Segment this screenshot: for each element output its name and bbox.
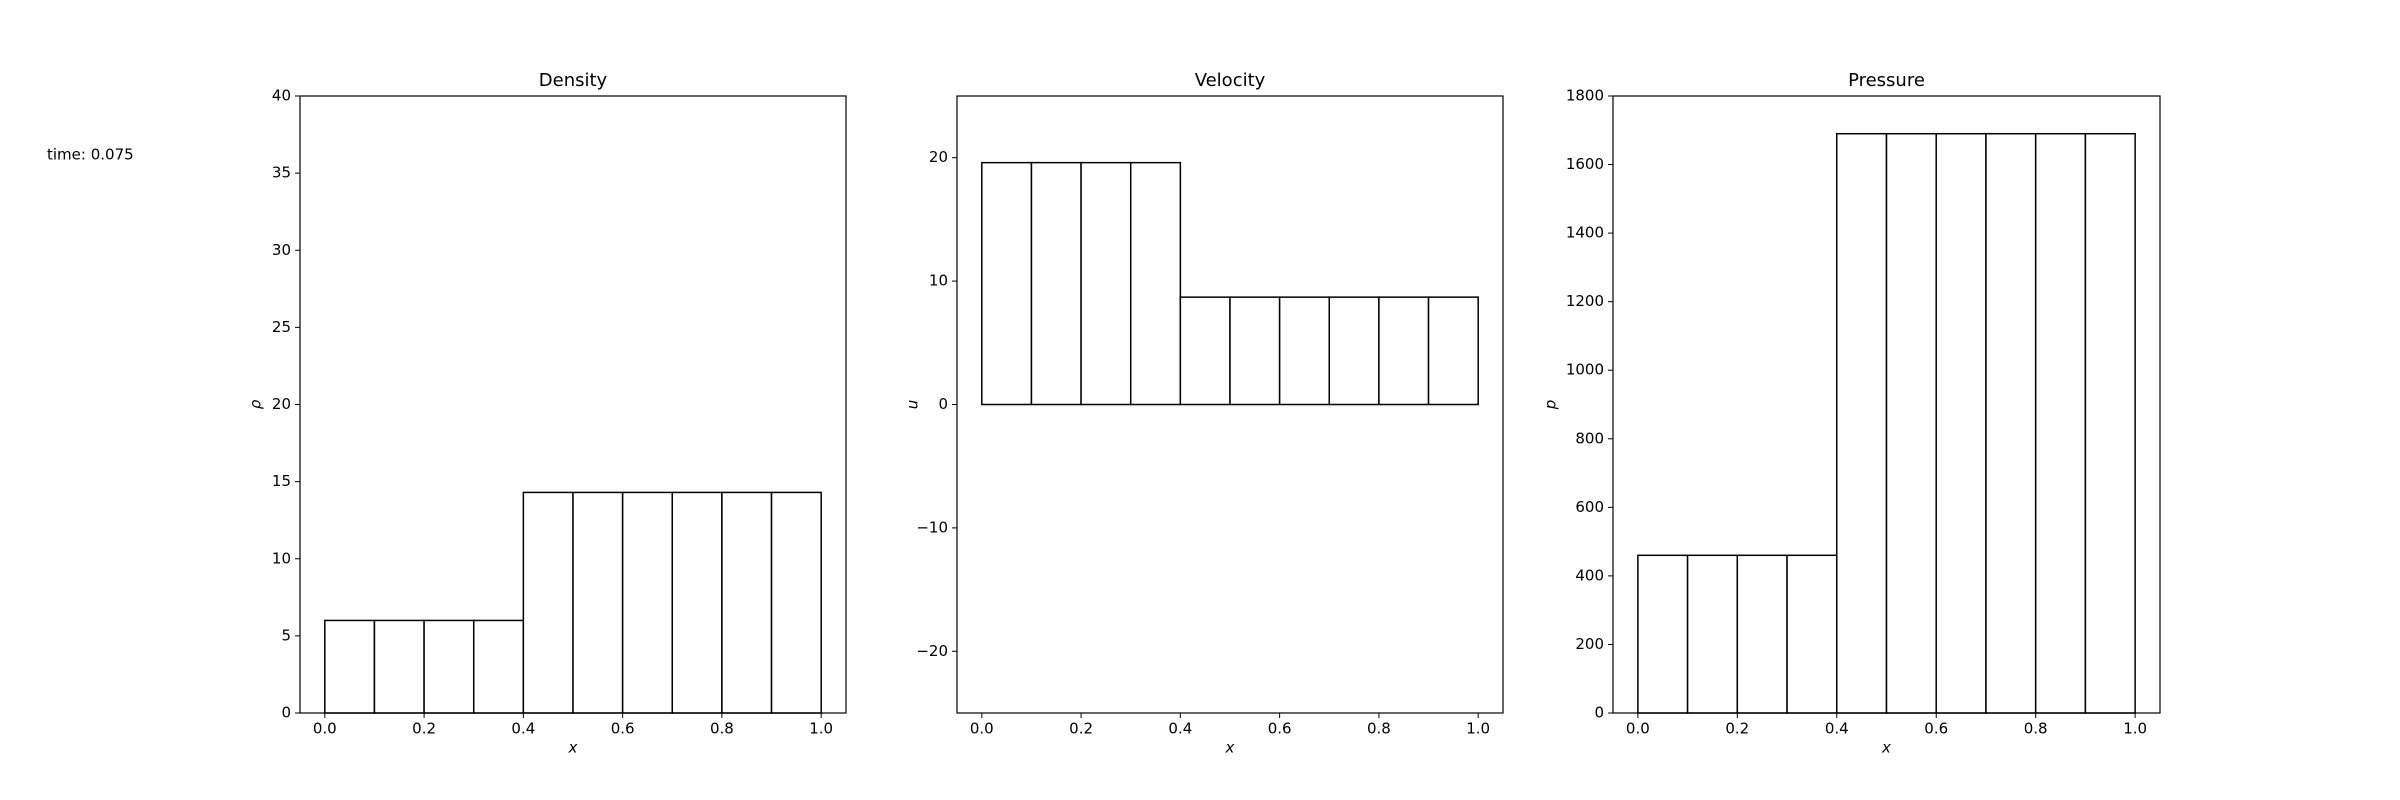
time-annotation: time: 0.075 [47, 146, 134, 164]
y-tick-label: 10 [272, 549, 291, 567]
x-tick-label: 1.0 [1466, 720, 1490, 738]
y-tick-label: 5 [281, 626, 291, 644]
y-tick-label: 15 [272, 472, 291, 490]
x-tick-label: 0.8 [710, 720, 734, 738]
bar [721, 491, 773, 714]
bar [423, 619, 475, 714]
y-tick-label: 20 [929, 148, 948, 166]
chart-title: Density [539, 70, 608, 91]
x-tick-label: 1.0 [809, 720, 833, 738]
y-tick-label: 400 [1575, 566, 1604, 584]
y-tick-label: 0 [938, 395, 948, 413]
y-tick-label: 600 [1575, 498, 1604, 516]
x-tick-label: 1.0 [2123, 720, 2147, 738]
x-tick-label: 0.2 [1069, 720, 1093, 738]
bar [1885, 132, 1937, 714]
x-axis-label: x [1225, 739, 1235, 757]
x-tick-label: 0.0 [1626, 720, 1650, 738]
y-tick-label: 10 [929, 272, 948, 290]
y-tick-label: 800 [1575, 429, 1604, 447]
x-tick-label: 0.2 [1725, 720, 1749, 738]
y-tick-label: 0 [281, 704, 291, 722]
y-axis-label: p [1542, 400, 1560, 411]
x-tick-label: 0.4 [1825, 720, 1849, 738]
bar [671, 491, 723, 714]
bar [522, 491, 574, 714]
y-tick-label: 30 [272, 241, 291, 259]
bar [373, 619, 425, 714]
y-tick-label: 1600 [1566, 155, 1604, 173]
chart-title: Pressure [1848, 70, 1925, 91]
y-tick-label: 40 [272, 87, 291, 105]
bar [1229, 296, 1281, 406]
bar [2084, 132, 2136, 714]
bar [621, 491, 674, 714]
x-tick-label: 0.6 [1924, 720, 1948, 738]
bar [1985, 132, 2037, 714]
y-axis-label: u [904, 400, 922, 410]
y-tick-label: 1400 [1566, 224, 1604, 242]
x-tick-label: 0.6 [611, 720, 635, 738]
x-tick-label: 0.8 [1367, 720, 1391, 738]
y-tick-label: 1800 [1566, 87, 1604, 105]
bar [1427, 296, 1479, 406]
bar [770, 491, 822, 714]
y-tick-label: 35 [272, 164, 291, 182]
y-tick-label: 1000 [1566, 361, 1604, 379]
bar [1179, 296, 1231, 406]
y-tick-label: 1200 [1566, 292, 1604, 310]
x-tick-label: 0.8 [2024, 720, 2048, 738]
bar [1637, 554, 1689, 714]
x-axis-label: x [568, 739, 578, 757]
bar [2034, 132, 2087, 714]
y-axis-label: ρ [247, 399, 265, 409]
x-tick-label: 0.6 [1268, 720, 1292, 738]
y-tick-label: −20 [916, 642, 948, 660]
x-tick-label: 0.0 [313, 720, 337, 738]
bar [1080, 161, 1132, 406]
bar [1278, 296, 1331, 406]
bar [1686, 554, 1739, 714]
x-tick-label: 0.2 [412, 720, 436, 738]
bar [1786, 554, 1838, 714]
y-tick-label: −10 [916, 518, 948, 536]
bar [1736, 554, 1788, 714]
bar [1378, 296, 1430, 406]
bar [472, 619, 525, 714]
chart-title: Velocity [1195, 70, 1266, 91]
x-tick-label: 0.4 [511, 720, 535, 738]
bar [1328, 296, 1380, 406]
bar [981, 161, 1033, 406]
x-tick-label: 0.0 [970, 720, 994, 738]
y-tick-label: 20 [272, 395, 291, 413]
x-axis-label: x [1881, 739, 1891, 757]
bar [1836, 132, 1888, 714]
bar [324, 619, 376, 714]
bar [1129, 161, 1182, 406]
bar [1030, 161, 1082, 406]
y-tick-label: 0 [1594, 704, 1604, 722]
x-tick-label: 0.4 [1168, 720, 1192, 738]
axes-frame [1612, 95, 2161, 714]
bar [1935, 132, 1987, 714]
y-tick-label: 200 [1575, 635, 1604, 653]
y-tick-label: 25 [272, 318, 291, 336]
bar [572, 491, 624, 714]
